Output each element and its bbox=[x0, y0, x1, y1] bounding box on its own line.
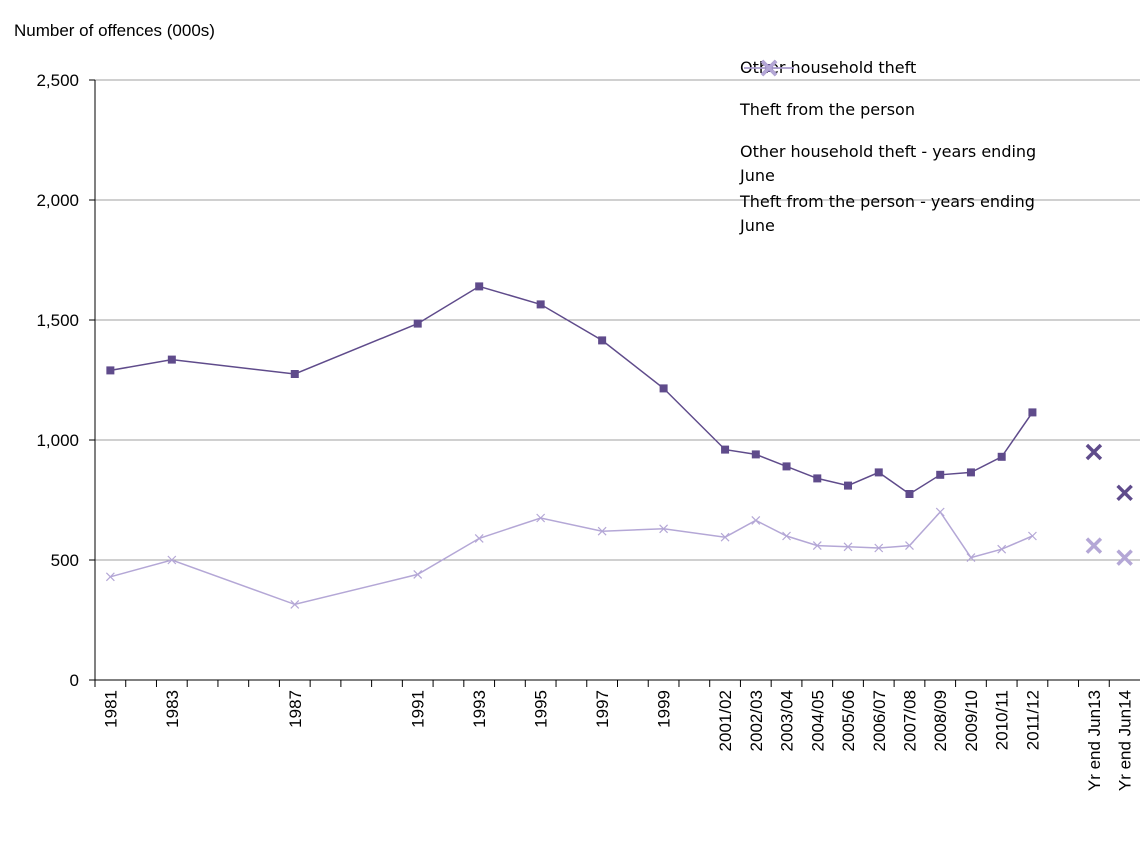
x-tick-label: 2007/08 bbox=[900, 690, 919, 751]
point bbox=[813, 474, 822, 483]
x-tick-label: 2008/09 bbox=[931, 690, 950, 751]
legend: Other household theft Theft from the pers… bbox=[740, 56, 1130, 240]
y-tick-label: 500 bbox=[51, 551, 79, 570]
point bbox=[782, 462, 791, 471]
point bbox=[874, 468, 883, 477]
x-tick-label: 1999 bbox=[655, 690, 674, 728]
x-tick-label: 1987 bbox=[286, 690, 305, 728]
x-tick-label: 1983 bbox=[163, 690, 182, 728]
point bbox=[966, 468, 975, 477]
point bbox=[966, 553, 976, 563]
legend-label: Other household theft - years ending Jun… bbox=[740, 142, 1037, 185]
point bbox=[1028, 408, 1037, 417]
point bbox=[597, 526, 607, 536]
point bbox=[105, 572, 115, 582]
point bbox=[598, 336, 607, 345]
point bbox=[843, 542, 853, 552]
x-tick-label: 2002/03 bbox=[747, 690, 766, 751]
x-tick-label: 1991 bbox=[409, 690, 428, 728]
x-tick-label: Yr end Jun13 bbox=[1085, 690, 1104, 791]
point bbox=[1028, 531, 1037, 541]
point bbox=[812, 541, 822, 551]
legend-label: Theft from the person bbox=[740, 100, 915, 119]
point bbox=[997, 452, 1006, 461]
legend-key bbox=[760, 59, 778, 77]
point bbox=[782, 531, 791, 541]
point bbox=[290, 370, 299, 378]
point bbox=[844, 481, 853, 490]
point bbox=[413, 319, 422, 328]
point bbox=[167, 355, 176, 364]
legend-label: Other household theft bbox=[740, 58, 917, 77]
x-tick-label: 1997 bbox=[593, 690, 612, 728]
point bbox=[997, 544, 1007, 554]
series-line bbox=[110, 510, 1033, 606]
point bbox=[106, 366, 115, 375]
legend-item: Theft from the person bbox=[740, 63, 1130, 122]
y-tick-label: 0 bbox=[70, 671, 79, 690]
legend-item: Other household theft bbox=[740, 56, 1130, 80]
x-tick-label: 2005/06 bbox=[839, 690, 858, 751]
point bbox=[905, 490, 914, 498]
point bbox=[475, 282, 484, 291]
y-tick-label: 1,500 bbox=[36, 311, 79, 330]
point bbox=[874, 543, 884, 553]
point bbox=[536, 300, 545, 309]
x-tick-label: 1995 bbox=[532, 690, 551, 728]
x-tick-label: 2004/05 bbox=[808, 690, 827, 751]
point bbox=[935, 507, 945, 517]
y-tick-label: 2,000 bbox=[36, 191, 79, 210]
point bbox=[659, 524, 669, 534]
point bbox=[720, 532, 730, 542]
x-tick-label: 2011/12 bbox=[1023, 690, 1042, 750]
x-tick-label: 2009/10 bbox=[962, 690, 981, 751]
point bbox=[167, 555, 177, 565]
point bbox=[760, 59, 778, 77]
x-tick-label: 1981 bbox=[101, 690, 120, 728]
point bbox=[751, 450, 760, 459]
legend-item: Other household theft - years ending Jun… bbox=[740, 59, 1130, 188]
y-tick-label: 1,000 bbox=[36, 431, 79, 450]
point bbox=[1116, 549, 1133, 566]
x-tick-label: 2006/07 bbox=[870, 690, 889, 751]
point bbox=[1085, 443, 1103, 461]
point bbox=[290, 599, 300, 609]
legend-item: Theft from the person - years ending Jun… bbox=[740, 59, 1130, 238]
point bbox=[413, 569, 423, 579]
y-tick-label: 2,500 bbox=[36, 71, 79, 90]
point bbox=[751, 515, 761, 525]
series-line bbox=[110, 285, 1034, 495]
x-tick-label: Yr end Jun14 bbox=[1116, 690, 1135, 791]
y-axis-title: Number of offences (000s) bbox=[14, 21, 215, 40]
point bbox=[536, 513, 546, 523]
point bbox=[659, 384, 668, 393]
point bbox=[1116, 484, 1133, 502]
x-tick-label: 2010/11 bbox=[993, 690, 1012, 750]
x-tick-label: 2001/02 bbox=[716, 690, 735, 751]
x-tick-label: 1993 bbox=[470, 690, 489, 728]
point bbox=[474, 533, 484, 543]
point bbox=[905, 541, 914, 551]
point bbox=[721, 445, 730, 454]
point bbox=[1085, 537, 1103, 554]
x-tick-label: 2003/04 bbox=[778, 690, 797, 751]
legend-label: Theft from the person - years ending Jun… bbox=[740, 192, 1035, 235]
point bbox=[936, 470, 945, 479]
